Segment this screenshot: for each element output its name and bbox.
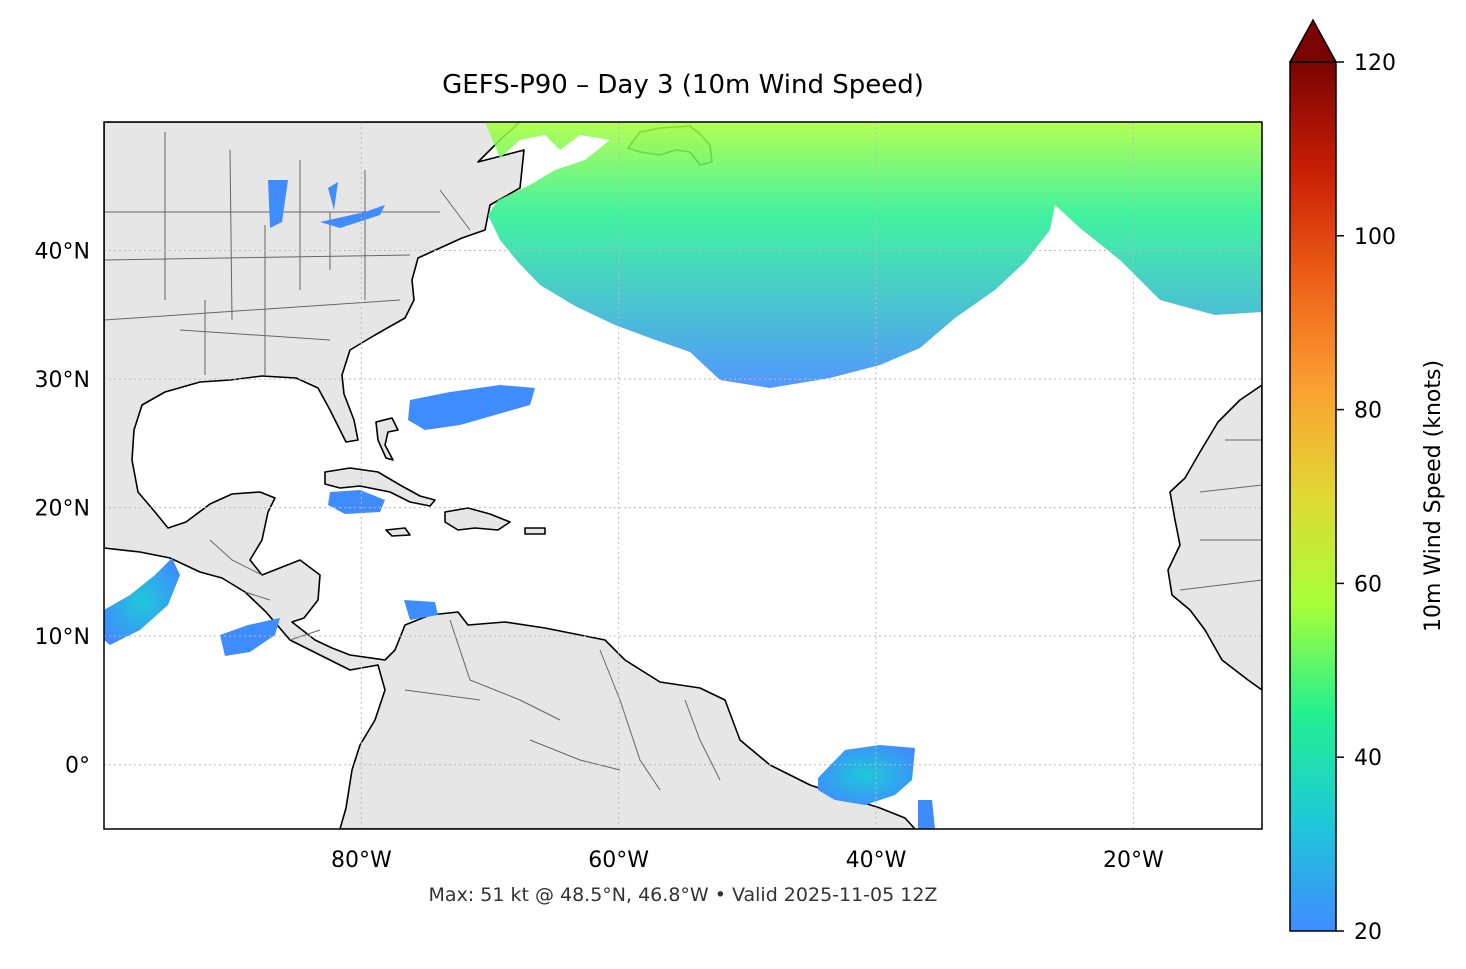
puerto-rico-land xyxy=(525,528,545,534)
colorbar: 20 40 60 80 100 120 10m Wind Speed (knots) xyxy=(1290,20,1446,945)
colorbar-tick-label: 20 xyxy=(1354,920,1382,945)
lon-tick-label: 60°W xyxy=(588,848,649,873)
colorbar-tick-label: 40 xyxy=(1354,746,1382,771)
lat-tick-label: 40°N xyxy=(35,240,90,265)
colorbar-tick-label: 60 xyxy=(1354,572,1382,597)
lat-tick-label: 0° xyxy=(65,754,90,779)
colorbar-ticks: 20 40 60 80 100 120 xyxy=(1336,51,1396,945)
max-info-footer: Max: 51 kt @ 48.5°N, 46.8°W • Valid 2025… xyxy=(104,884,1262,906)
lat-tick-labels: 40°N 30°N 20°N 10°N 0° xyxy=(35,240,90,779)
lon-tick-label: 20°W xyxy=(1103,848,1164,873)
lat-tick-label: 10°N xyxy=(35,625,90,650)
lat-tick-label: 30°N xyxy=(35,368,90,393)
lon-tick-label: 80°W xyxy=(331,848,392,873)
map-panel xyxy=(104,122,1262,829)
lon-tick-label: 40°W xyxy=(846,848,907,873)
lon-tick-labels: 80°W 60°W 40°W 20°W xyxy=(331,848,1164,873)
colorbar-label: 10m Wind Speed (knots) xyxy=(1421,360,1446,632)
colorbar-extend-arrow xyxy=(1290,20,1336,62)
colorbar-tick-label: 100 xyxy=(1354,225,1396,250)
lat-tick-label: 20°N xyxy=(35,497,90,522)
colorbar-tick-label: 120 xyxy=(1354,51,1396,76)
colorbar-gradient xyxy=(1290,62,1336,931)
page-title: GEFS-P90 – Day 3 (10m Wind Speed) xyxy=(104,70,1262,100)
colorbar-tick-label: 80 xyxy=(1354,399,1382,424)
